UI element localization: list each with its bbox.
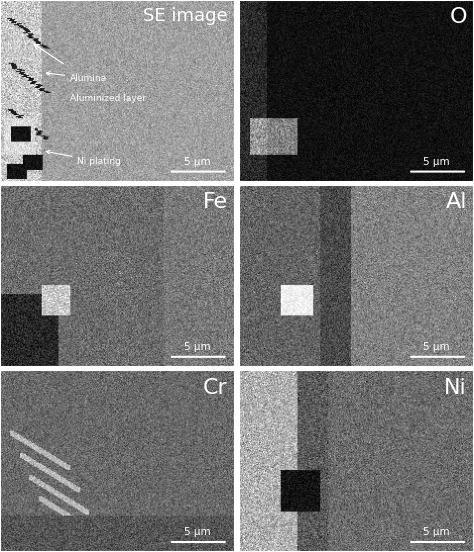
Text: Cr: Cr (203, 378, 228, 397)
Text: Al: Al (446, 193, 467, 213)
Text: Ni plating: Ni plating (46, 150, 121, 166)
Text: SE image: SE image (143, 7, 228, 25)
Text: 5 μm: 5 μm (423, 528, 450, 538)
Text: Alumina: Alumina (46, 72, 108, 83)
Text: 5 μm: 5 μm (423, 157, 450, 167)
Text: O: O (449, 7, 467, 27)
Text: 5 μm: 5 μm (184, 528, 210, 538)
Text: 5 μm: 5 μm (184, 342, 210, 352)
Text: Ni: Ni (444, 378, 467, 397)
Text: 5 μm: 5 μm (184, 157, 210, 167)
Text: Fe: Fe (202, 193, 228, 213)
Text: Aluminized layer: Aluminized layer (71, 93, 146, 103)
Text: 5 μm: 5 μm (423, 342, 450, 352)
